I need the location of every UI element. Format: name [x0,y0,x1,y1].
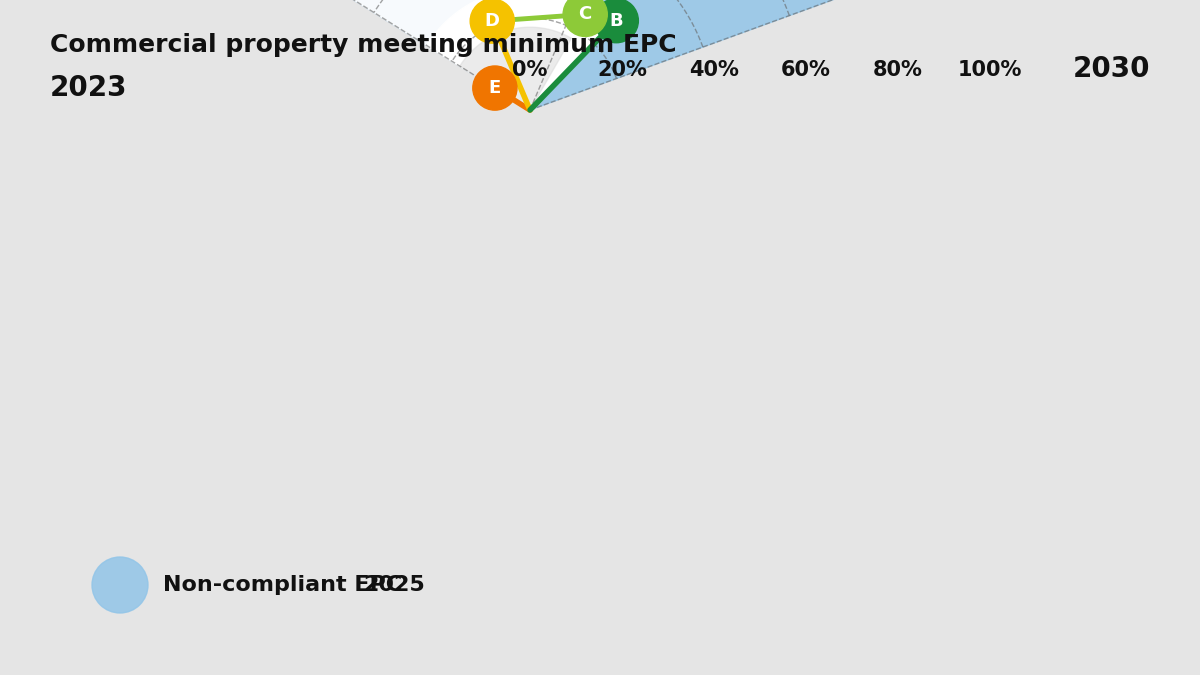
Text: Non-compliant EPC: Non-compliant EPC [163,575,402,595]
Text: 2023: 2023 [50,74,127,102]
Text: B: B [610,11,623,30]
Text: 2030: 2030 [1073,55,1150,83]
Polygon shape [460,27,571,110]
Circle shape [473,66,517,110]
Text: 40%: 40% [689,60,739,80]
Polygon shape [427,0,614,110]
Text: 2025: 2025 [364,575,425,595]
Text: D: D [485,12,499,30]
Circle shape [563,0,607,36]
Text: 80%: 80% [874,60,923,80]
Text: C: C [578,5,592,24]
Circle shape [594,0,638,43]
Text: 0%: 0% [512,60,547,80]
Circle shape [470,0,515,43]
Polygon shape [140,0,962,110]
Text: 20%: 20% [598,60,647,80]
Text: 100%: 100% [958,60,1022,80]
Polygon shape [250,0,530,110]
Text: Commercial property meeting minimum EPC: Commercial property meeting minimum EPC [50,33,677,57]
Circle shape [92,557,148,613]
Text: E: E [488,79,502,97]
Text: 60%: 60% [781,60,830,80]
